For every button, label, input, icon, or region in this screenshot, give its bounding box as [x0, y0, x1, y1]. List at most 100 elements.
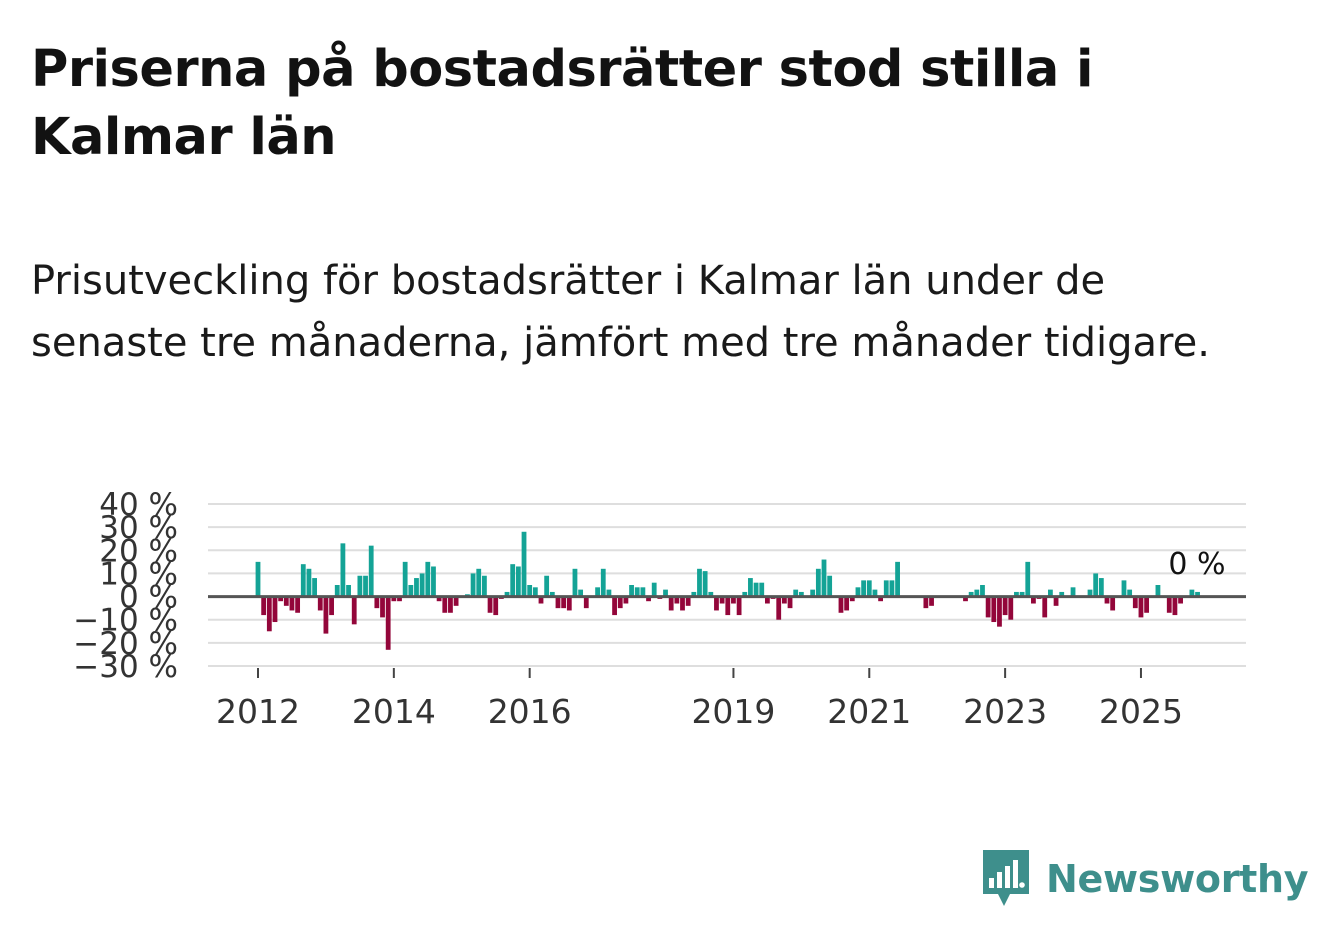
y-tick-label: 10 %: [99, 556, 178, 592]
bar: [566, 596, 572, 611]
bar: [527, 585, 533, 597]
bar: [600, 568, 606, 597]
bar: [436, 596, 442, 602]
bar: [1070, 587, 1076, 597]
bar: [708, 591, 714, 597]
bar: [629, 585, 634, 597]
bar: [1002, 596, 1008, 616]
gridlines: [208, 503, 1246, 667]
x-tick-label: 2023: [963, 692, 1047, 731]
bar: [391, 596, 397, 602]
bar: [1132, 596, 1138, 609]
bar: [425, 561, 431, 597]
bar: [1059, 591, 1065, 597]
bar: [1121, 580, 1127, 597]
bar: [278, 596, 284, 602]
bar: [561, 596, 567, 609]
bar: [883, 580, 889, 597]
bar: [878, 596, 883, 602]
x-tick-label: 2019: [691, 692, 775, 731]
bar: [289, 596, 295, 611]
bar: [1110, 596, 1116, 611]
bar: [1127, 589, 1133, 597]
bar: [1093, 573, 1099, 597]
y-tick-label: −30 %: [73, 649, 178, 685]
y-tick-label: −10 %: [73, 603, 178, 639]
bar: [1019, 591, 1025, 597]
bar: [866, 580, 872, 597]
bar: [815, 568, 821, 597]
bar: [380, 596, 385, 618]
x-tick-label: 2016: [488, 692, 572, 731]
bar: [765, 596, 770, 604]
bar: [997, 596, 1002, 627]
bar: [368, 545, 374, 597]
bar: [532, 587, 538, 597]
bar: [838, 596, 844, 613]
bar: [1172, 596, 1178, 616]
bar: [674, 596, 680, 604]
y-axis-labels: 40 %30 %20 %10 %0 %−10 %−20 %−30 %: [73, 487, 178, 685]
bar: [1138, 596, 1144, 618]
bar: [504, 591, 510, 597]
bar: [974, 589, 980, 597]
bar: [748, 578, 753, 597]
bar: [572, 568, 578, 597]
bar: [283, 596, 289, 606]
bar: [634, 587, 640, 597]
bar: [397, 596, 402, 602]
price-change-chart: 40 %30 %20 %10 %0 %−10 %−20 %−30 % 2012 2…: [73, 487, 1246, 731]
bar: [1031, 596, 1036, 604]
bar: [329, 596, 334, 616]
bar: [521, 531, 527, 597]
bar: [821, 559, 827, 597]
bar: [725, 596, 731, 616]
bar: [985, 596, 991, 618]
bar: [295, 596, 301, 613]
bar: [515, 566, 521, 597]
bar: [306, 568, 312, 597]
bar: [470, 573, 476, 597]
bar: [431, 566, 436, 597]
bar: [849, 596, 855, 602]
bar: [742, 591, 748, 597]
bar: [261, 596, 267, 616]
bar: [272, 596, 278, 623]
bar: [1144, 596, 1150, 613]
bar: [442, 596, 448, 613]
bar: [923, 596, 929, 609]
bar: [753, 582, 759, 597]
bar: [668, 596, 674, 611]
bar: [1098, 578, 1104, 597]
bar: [855, 587, 861, 597]
bar: [702, 571, 708, 597]
bar: [493, 596, 499, 616]
bar: [929, 596, 934, 606]
bar: [538, 596, 544, 604]
bar: [827, 575, 833, 597]
bar: [736, 596, 742, 616]
y-tick-label: 0 %: [119, 580, 178, 616]
bar: [340, 543, 346, 597]
bar: [374, 596, 380, 609]
bar: [1053, 596, 1059, 606]
y-tick-label: 30 %: [99, 510, 178, 546]
bar: [1166, 596, 1172, 613]
bar: [781, 596, 787, 604]
bar: [317, 596, 323, 611]
newsworthy-logo: Newsworthy: [980, 848, 1309, 910]
bar: [617, 596, 623, 609]
x-tick-label: 2021: [827, 692, 911, 731]
x-tick-label: 2014: [352, 692, 436, 731]
last-value-label: 0 %: [1168, 547, 1225, 582]
bar: [510, 564, 516, 597]
bar: [448, 596, 453, 613]
bar: [1155, 585, 1161, 597]
bar: [482, 575, 487, 597]
bar: [312, 578, 317, 597]
bar: [544, 575, 550, 597]
bar: [731, 596, 736, 604]
y-tick-label: 20 %: [99, 533, 178, 569]
bar: [798, 591, 804, 597]
bar: [402, 561, 408, 597]
